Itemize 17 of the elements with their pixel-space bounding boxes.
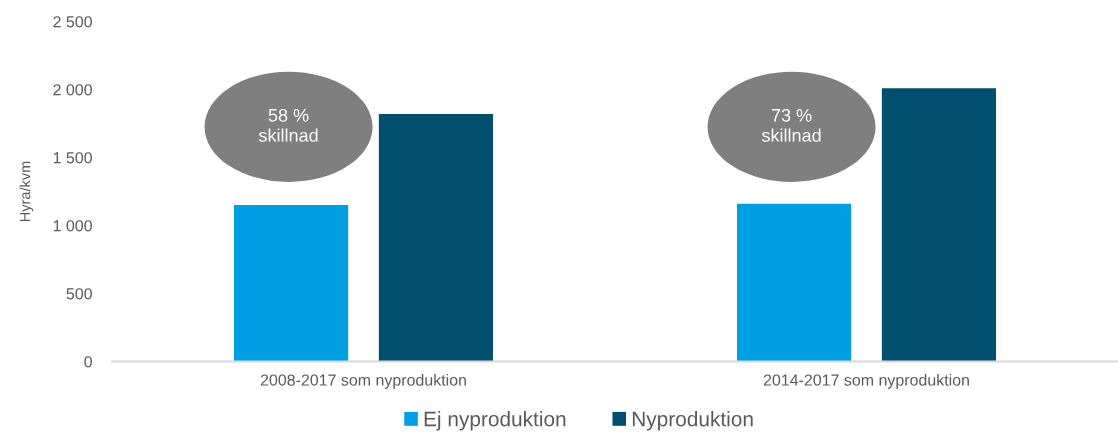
y-tick-label: 1 500: [53, 152, 92, 164]
y-tick-label: 2 000: [53, 84, 92, 96]
annotation: 58 % skillnad: [258, 108, 318, 142]
bar: [736, 203, 852, 362]
bar: [881, 88, 997, 362]
x-tick-label: 2008-2017 som nyproduktion: [260, 374, 466, 389]
x-tick-label: 2014-2017 som nyproduktion: [763, 374, 969, 389]
y-tick-label: 0: [84, 356, 92, 368]
legend-label: Nyproduktion: [632, 411, 753, 431]
y-tick-label: 500: [66, 288, 92, 300]
bar: [233, 205, 349, 362]
legend-label: Ej nyproduktion: [424, 411, 566, 431]
y-tick-label: 1 000: [53, 220, 92, 232]
y-axis-title: Hyra/kvm: [19, 161, 34, 222]
y-tick-label: 2 500: [53, 16, 92, 28]
annotation: 73 % skillnad: [761, 108, 821, 142]
bar: [378, 113, 494, 362]
